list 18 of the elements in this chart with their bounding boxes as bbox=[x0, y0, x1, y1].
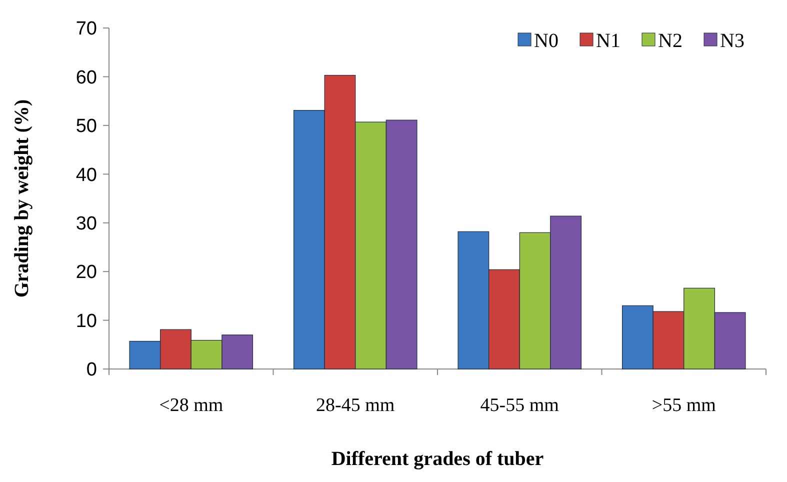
legend-label: N0 bbox=[534, 30, 558, 52]
y-tick-label: 20 bbox=[76, 262, 97, 284]
y-tick-label: 0 bbox=[86, 360, 97, 381]
y-tick-label: 30 bbox=[76, 214, 97, 235]
y-tick-label: 40 bbox=[76, 164, 97, 186]
legend-label: N3 bbox=[720, 30, 744, 52]
x-tick-label: 28-45 mm bbox=[316, 395, 395, 416]
legend-label: N1 bbox=[596, 30, 620, 52]
x-tick-label: <28 mm bbox=[159, 395, 224, 416]
y-tick-label: 50 bbox=[76, 116, 97, 138]
y-tick-label: 60 bbox=[76, 67, 97, 88]
legend-label: N2 bbox=[658, 30, 682, 52]
y-tick-label: 10 bbox=[76, 310, 97, 332]
x-tick-label: 45-55 mm bbox=[480, 395, 560, 416]
y-axis-title: Grading by weight (%) bbox=[11, 99, 33, 298]
x-tick-label: >55 mm bbox=[652, 395, 716, 416]
x-axis-title: Different grades of tuber bbox=[331, 448, 544, 470]
y-tick-label: 70 bbox=[76, 18, 97, 40]
